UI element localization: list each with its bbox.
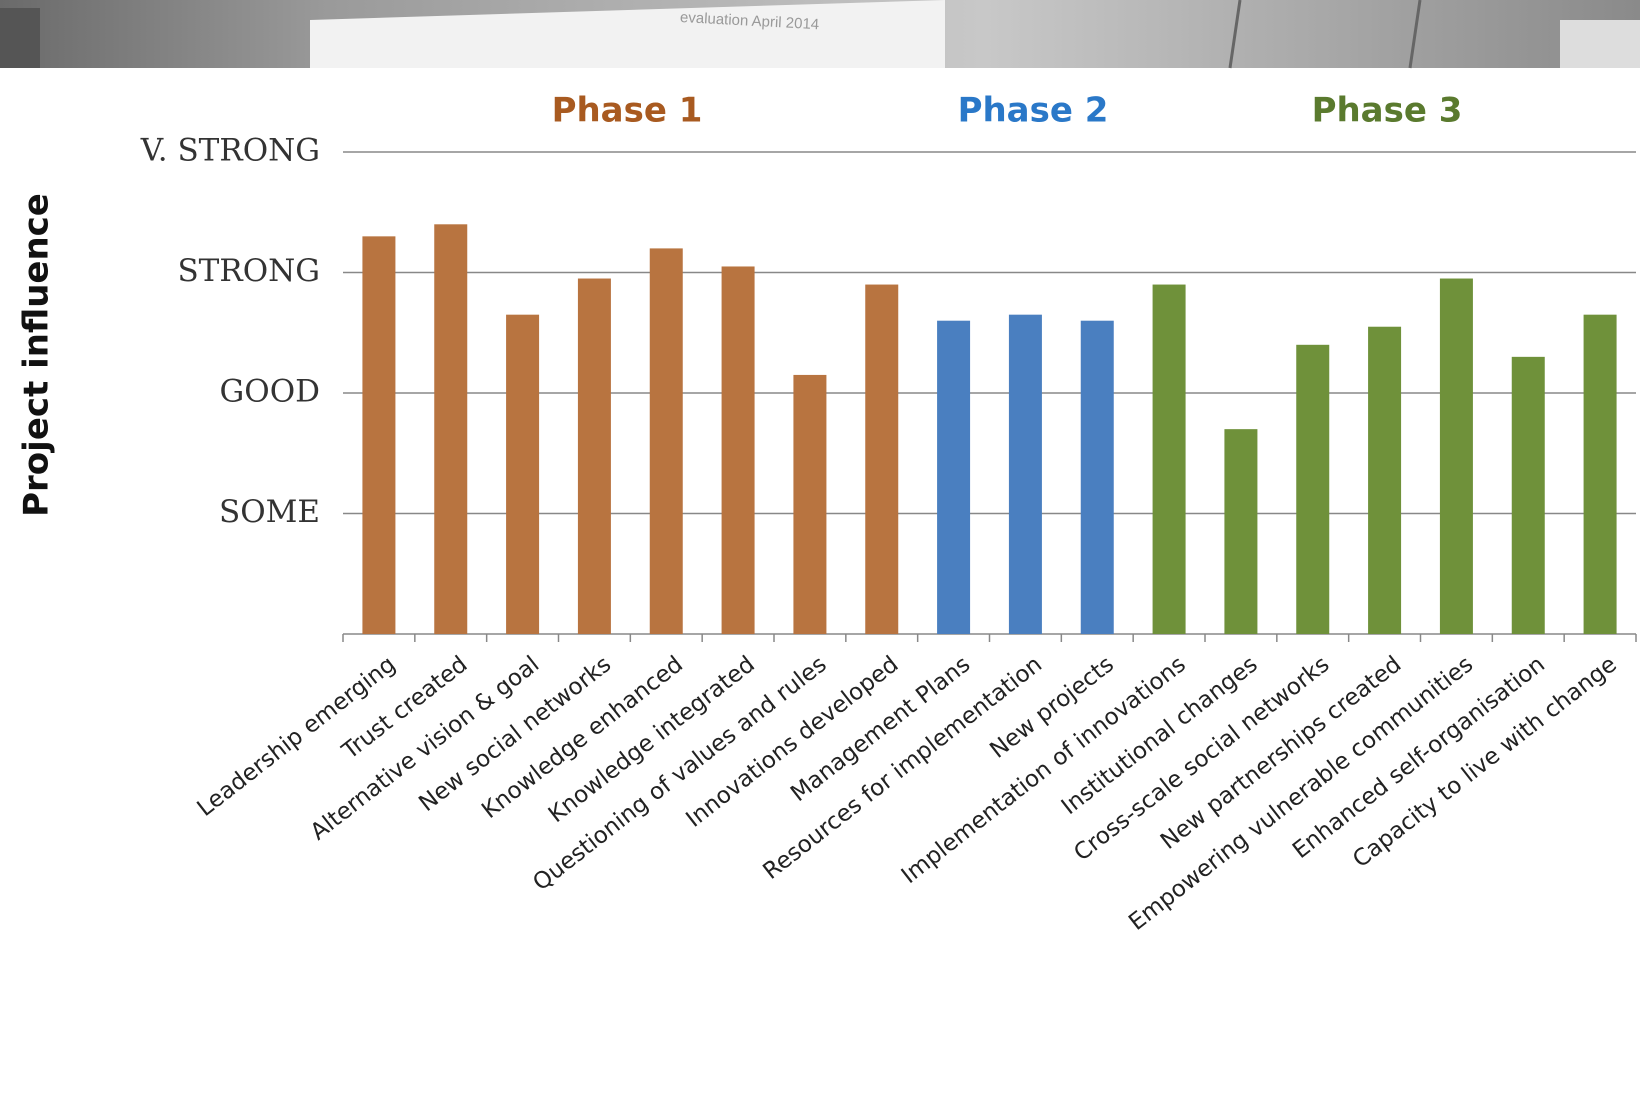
y-tick-label: SOME <box>219 494 320 530</box>
bar <box>1080 320 1114 634</box>
bar <box>1224 429 1258 634</box>
bar <box>721 266 755 634</box>
bar <box>506 314 540 634</box>
bar <box>865 284 899 634</box>
phase-label: Phase 2 <box>958 91 1109 131</box>
photo-strip: evaluation April 2014 <box>0 0 1640 69</box>
bar <box>1008 314 1042 634</box>
bar <box>1152 284 1186 634</box>
bar <box>1511 356 1545 634</box>
bar <box>1583 314 1617 634</box>
y-tick-label: STRONG <box>177 253 320 289</box>
bar <box>434 224 468 635</box>
bar <box>1368 326 1402 634</box>
bar <box>1296 344 1330 634</box>
phase-label: Phase 1 <box>552 91 703 131</box>
bar <box>793 374 827 634</box>
y-tick-label: GOOD <box>220 374 320 410</box>
bar <box>362 236 396 634</box>
bar <box>577 278 611 634</box>
bar <box>937 320 971 634</box>
phase-label: Phase 3 <box>1312 91 1463 131</box>
bar <box>1439 278 1473 634</box>
bar <box>649 248 683 634</box>
y-axis-title: Project influence <box>17 193 57 517</box>
y-tick-label: V. STRONG <box>140 133 320 169</box>
